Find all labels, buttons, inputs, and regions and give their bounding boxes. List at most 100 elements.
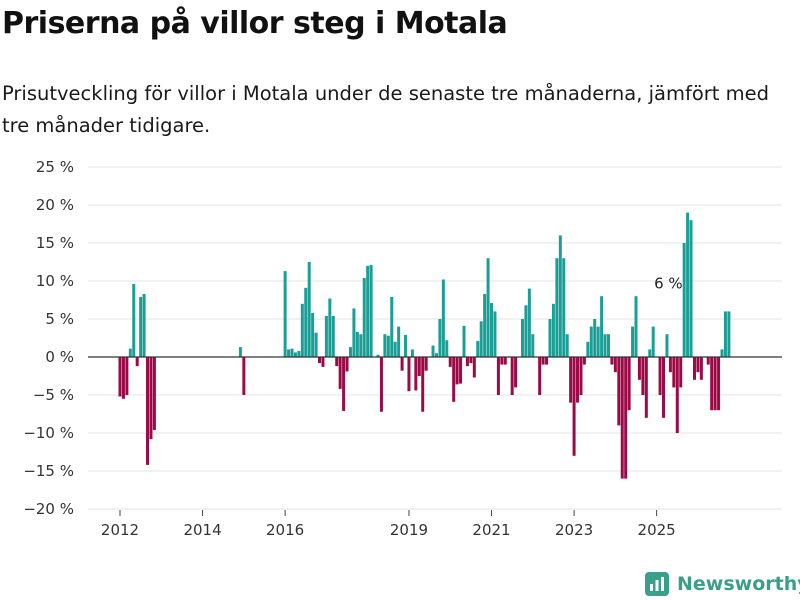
bar bbox=[723, 311, 727, 357]
bar bbox=[407, 357, 411, 392]
brand-name: Newsworthy bbox=[677, 573, 800, 595]
bar bbox=[438, 319, 442, 357]
bar bbox=[545, 357, 549, 365]
bar bbox=[572, 357, 576, 456]
bar bbox=[610, 357, 614, 365]
bar bbox=[359, 334, 363, 357]
bar bbox=[465, 357, 469, 367]
bar bbox=[345, 357, 349, 372]
brand-logo: Newsworthy bbox=[645, 568, 800, 600]
bar bbox=[324, 315, 328, 357]
bar bbox=[118, 357, 122, 397]
bar bbox=[631, 326, 635, 357]
bar bbox=[421, 357, 425, 412]
bars bbox=[118, 212, 731, 479]
y-tick-label: 10 % bbox=[36, 272, 74, 290]
bar bbox=[524, 305, 528, 357]
bar bbox=[287, 349, 291, 357]
bar bbox=[135, 357, 139, 367]
bar bbox=[651, 326, 655, 357]
bar bbox=[424, 357, 428, 371]
y-tick-label: 0 % bbox=[45, 348, 74, 366]
bar bbox=[379, 357, 383, 412]
bar bbox=[452, 357, 456, 402]
bar bbox=[152, 357, 156, 430]
bar bbox=[146, 357, 150, 465]
bar bbox=[455, 357, 459, 385]
bar bbox=[648, 349, 652, 357]
bar bbox=[551, 303, 555, 357]
bar bbox=[410, 349, 414, 357]
bar bbox=[603, 334, 607, 357]
bar bbox=[338, 357, 342, 389]
bar bbox=[538, 357, 542, 395]
bar bbox=[596, 326, 600, 357]
x-tick-label: 2023 bbox=[555, 521, 593, 539]
bar bbox=[366, 265, 370, 357]
bar bbox=[414, 357, 418, 391]
bar bbox=[600, 296, 604, 357]
bar bbox=[696, 357, 700, 373]
bar bbox=[658, 357, 662, 395]
bar bbox=[311, 312, 315, 357]
bar bbox=[686, 212, 690, 357]
bar bbox=[132, 284, 136, 357]
bar bbox=[128, 348, 132, 357]
bar bbox=[441, 279, 445, 357]
bar bbox=[520, 319, 524, 357]
bar bbox=[321, 357, 325, 367]
bar bbox=[139, 296, 143, 357]
bar bbox=[469, 357, 473, 364]
bar bbox=[434, 353, 438, 357]
bar bbox=[297, 350, 301, 357]
bar bbox=[627, 357, 631, 411]
bar bbox=[562, 258, 566, 357]
bar bbox=[300, 303, 304, 357]
x-tick-label: 2012 bbox=[101, 521, 139, 539]
bar bbox=[531, 334, 535, 357]
bar bbox=[472, 357, 476, 378]
bar bbox=[668, 357, 672, 373]
bar bbox=[314, 332, 318, 357]
bar bbox=[586, 341, 590, 357]
bar bbox=[125, 357, 129, 395]
bar bbox=[318, 357, 322, 364]
bar bbox=[634, 296, 638, 357]
bar bbox=[527, 288, 531, 357]
x-axis-ticks: 2012 2014 2016 2019 2021 2023 2025 bbox=[101, 510, 676, 539]
bar bbox=[335, 357, 339, 367]
y-tick-label: 15 % bbox=[36, 234, 74, 252]
bar bbox=[142, 293, 146, 357]
bar bbox=[400, 357, 404, 371]
bar bbox=[355, 331, 359, 357]
bar bbox=[376, 354, 380, 357]
bar bbox=[496, 357, 500, 395]
bar bbox=[510, 357, 514, 395]
bar bbox=[617, 357, 621, 426]
bar bbox=[662, 357, 666, 418]
x-tick-label: 2025 bbox=[638, 521, 676, 539]
bar bbox=[238, 347, 242, 357]
bar bbox=[644, 357, 648, 418]
bar bbox=[348, 347, 352, 357]
bar bbox=[149, 357, 153, 440]
bar bbox=[431, 345, 435, 357]
bar bbox=[342, 357, 346, 411]
bar bbox=[493, 311, 497, 357]
bar bbox=[692, 357, 696, 380]
bar bbox=[672, 357, 676, 388]
bar bbox=[290, 348, 294, 357]
bar bbox=[555, 258, 559, 357]
bar bbox=[589, 326, 593, 357]
bar bbox=[706, 357, 710, 365]
bar bbox=[445, 340, 449, 357]
bar bbox=[417, 357, 421, 376]
y-tick-label: −5 % bbox=[33, 386, 74, 404]
bar bbox=[569, 357, 573, 403]
annotations: 6 % bbox=[654, 274, 683, 292]
bar bbox=[503, 357, 507, 365]
y-tick-label: −20 % bbox=[23, 500, 74, 518]
bar bbox=[293, 352, 297, 357]
bar bbox=[576, 357, 580, 403]
bar bbox=[283, 271, 287, 357]
